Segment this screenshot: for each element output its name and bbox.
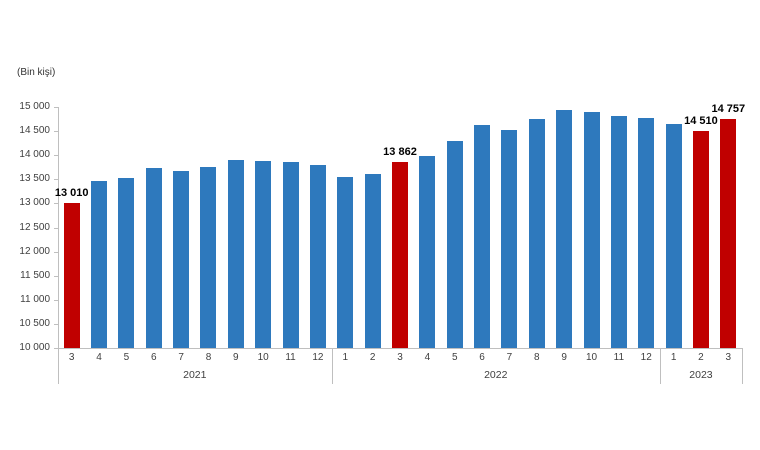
- x-axis-month-label: 10: [585, 352, 598, 363]
- x-axis-month-label: 4: [424, 352, 431, 363]
- year-group-separator: [659, 348, 661, 384]
- x-axis-month-label: 6: [150, 352, 157, 363]
- y-axis-tick-label: 10 000: [19, 342, 50, 353]
- x-axis-month-label: 1: [342, 352, 349, 363]
- x-axis-month-label: 5: [123, 352, 130, 363]
- y-axis-tick-label: 13 000: [19, 197, 50, 209]
- bar-2022-12: [638, 117, 655, 348]
- y-axis-tick: [54, 203, 58, 205]
- y-axis-tick-label: 14 500: [19, 125, 50, 137]
- bar-2023-3: [720, 118, 737, 348]
- y-axis-line: [58, 107, 59, 348]
- bar-value-label: 13 010: [54, 186, 89, 199]
- x-axis-month-label: 11: [613, 352, 625, 363]
- bar-value-label: 13 862: [383, 145, 417, 158]
- y-axis-tick: [54, 131, 58, 133]
- x-axis-month-label: 7: [178, 352, 184, 363]
- bar-2021-5: [118, 177, 135, 348]
- bar-2023-1: [665, 123, 682, 348]
- bar-2021-7: [173, 170, 190, 348]
- x-axis-year-label: 2021: [183, 369, 207, 381]
- bar-2022-6: [474, 125, 491, 348]
- x-axis-month-label: 8: [534, 352, 540, 363]
- bar-2022-1: [337, 176, 354, 348]
- x-axis-month-label: 8: [205, 352, 212, 363]
- x-axis-month-label: 3: [725, 352, 732, 363]
- y-axis-tick: [54, 179, 58, 181]
- y-axis-tick: [54, 348, 58, 349]
- bar-2022-10: [583, 111, 600, 348]
- y-axis-tick-label: 11 500: [20, 269, 50, 281]
- x-axis-year-label: 2023: [689, 369, 713, 381]
- y-axis-tick-label: 12 000: [19, 245, 50, 257]
- x-axis-month-label: 7: [506, 352, 513, 363]
- bar-2022-3: [392, 161, 408, 348]
- bar-2021-8: [200, 166, 217, 348]
- year-group-separator: [742, 348, 743, 384]
- y-axis-tick: [54, 107, 58, 108]
- year-group-separator: [58, 348, 59, 384]
- y-axis-tick-label: 12 500: [19, 221, 50, 233]
- y-axis-tick-label: 11 000: [20, 293, 50, 305]
- bar-2023-2: [692, 130, 709, 348]
- y-axis-tick: [54, 251, 58, 253]
- year-group-separator: [331, 348, 333, 384]
- x-axis-month-label: 3: [397, 352, 403, 363]
- bar-2021-12: [309, 164, 326, 348]
- bar-2022-11: [610, 115, 627, 348]
- bar-2021-4: [91, 180, 108, 348]
- bar-2022-5: [446, 141, 463, 348]
- x-axis-month-label: 9: [561, 352, 567, 363]
- y-axis-tick: [54, 275, 58, 277]
- x-axis-month-label: 12: [312, 352, 324, 363]
- x-axis-month-label: 4: [96, 352, 102, 363]
- x-axis-month-label: 1: [670, 352, 677, 363]
- x-axis-month-label: 5: [451, 352, 458, 363]
- bar-2021-11: [282, 162, 299, 348]
- bar-value-label: 14 510: [684, 114, 718, 127]
- y-axis-tick: [54, 227, 58, 229]
- x-axis-month-label: 2: [369, 352, 376, 363]
- y-axis-tick-label: 14 000: [19, 149, 50, 161]
- y-axis-tick-label: 13 500: [19, 173, 50, 185]
- y-axis-tick-label: 15 000: [19, 101, 50, 112]
- x-axis-month-label: 3: [68, 352, 75, 363]
- y-axis-tick: [54, 323, 58, 325]
- bar-2022-9: [556, 109, 573, 348]
- bar-2022-7: [501, 130, 518, 348]
- bar-2022-2: [364, 173, 381, 348]
- unit-label: (Bin kişi): [17, 67, 56, 78]
- bar-2021-10: [255, 160, 272, 348]
- y-axis-tick-label: 10 500: [19, 317, 50, 329]
- y-axis-tick: [54, 299, 58, 301]
- x-axis-month-label: 9: [233, 352, 239, 363]
- bar-2021-6: [145, 167, 162, 348]
- bar-2021-3: [63, 202, 80, 348]
- x-axis-month-label: 2: [698, 352, 704, 363]
- y-axis-tick: [54, 155, 58, 157]
- bar-2021-9: [227, 160, 244, 348]
- bar-value-label: 14 757: [711, 102, 746, 115]
- x-axis-month-label: 6: [479, 352, 485, 363]
- x-axis-month-label: 11: [285, 352, 296, 363]
- x-axis-line: [58, 348, 743, 349]
- bar-2022-8: [528, 118, 545, 348]
- x-axis-month-label: 12: [640, 352, 652, 363]
- bar-2022-4: [419, 156, 436, 348]
- x-axis-year-label: 2022: [484, 369, 508, 381]
- x-axis-month-label: 10: [257, 352, 269, 363]
